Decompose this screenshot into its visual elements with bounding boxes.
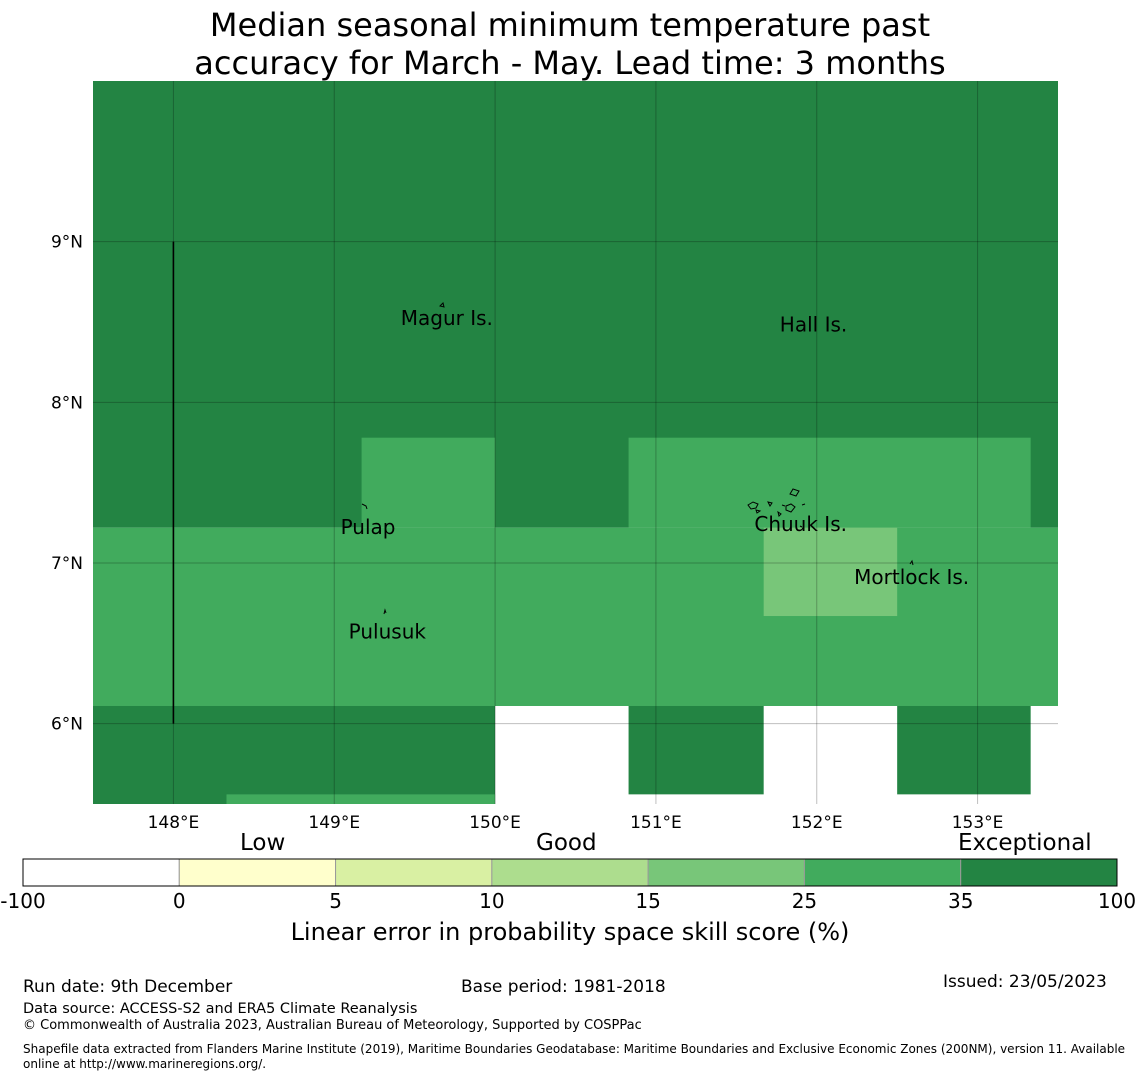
colorbar-tick-label: 15: [635, 889, 661, 913]
data-source: Data source: ACCESS-S2 and ERA5 Climate …: [23, 1001, 418, 1017]
issued-date: Issued: 23/05/2023: [943, 972, 1107, 992]
colorbar-category-exceptional: Exceptional: [958, 830, 1092, 856]
colorbar-category-good: Good: [536, 830, 597, 856]
island-outline: [361, 503, 368, 510]
colorbar-bin: [335, 858, 493, 887]
colorbar-bin: [803, 858, 962, 887]
place-labels: Magur Is. Hall Is. Pulap Chuuk Is. Mortlock …: [341, 306, 970, 643]
skill-cell-exceptional: [897, 705, 1031, 795]
skill-cell-very_good: [226, 794, 496, 804]
base-period: Base period: 1981-2018: [461, 977, 666, 997]
island-outline: [755, 509, 762, 514]
run-date: Run date: 9th December: [23, 977, 233, 997]
skill-cell-exceptional: [93, 705, 496, 804]
skill-cell-very_good: [93, 527, 1058, 706]
shapefile-credit-line-2: online at http://www.marineregions.org/.: [23, 1057, 267, 1071]
lat-tick-label: 9°N: [51, 233, 83, 253]
island-outline: [767, 501, 773, 507]
island-outline: [383, 608, 387, 615]
place-label: Chuuk Is.: [754, 512, 847, 536]
place-label: Pulusuk: [349, 619, 427, 643]
colorbar-tick-label: 5: [329, 889, 342, 913]
colorbar-bin: [178, 858, 337, 887]
colorbar-bin: [491, 858, 649, 887]
colorbar-title: Linear error in probability space skill …: [290, 918, 850, 946]
lat-tick-label: 6°N: [51, 715, 83, 735]
axis-ticks: 148°E 149°E 150°E 151°E 152°E 153°E 9°N 8°N 7°N 6…: [51, 233, 1003, 833]
colorbar-tick-label: 0: [172, 889, 186, 913]
colorbar-category-low: Low: [240, 830, 286, 856]
lon-tick-label: 148°E: [148, 813, 200, 833]
island-outline: [747, 501, 759, 510]
graticule: [93, 81, 1058, 804]
skill-cell-very_good: [628, 437, 1031, 528]
colorbar-bin: [647, 858, 805, 887]
lon-tick-label: 150°E: [469, 813, 521, 833]
lon-tick-label: 153°E: [952, 813, 1004, 833]
colorbar-bin: [960, 858, 1118, 887]
place-label: Mortlock Is.: [854, 565, 969, 589]
island-outline: [801, 503, 806, 506]
lat-tick-label: 7°N: [51, 554, 83, 574]
title-line-1: Median seasonal minimum temperature past: [209, 6, 931, 44]
island-outline: [909, 559, 914, 566]
island-outline: [785, 503, 796, 513]
island-outlines: [361, 302, 914, 615]
lat-tick-label: 8°N: [51, 393, 83, 413]
island-outline: [777, 510, 782, 517]
island-outline: [781, 504, 786, 507]
shapefile-credit-line-1: Shapefile data extracted from Flanders M…: [23, 1042, 1126, 1056]
skill-cell-exceptional: [628, 705, 764, 795]
island-outline: [799, 525, 803, 528]
colorbar: [22, 858, 1118, 887]
place-label: Pulap: [341, 515, 396, 539]
island-outline: [439, 302, 445, 308]
colorbar-tick-label: 35: [947, 889, 974, 913]
map-title: Median seasonal minimum temperature past…: [0, 6, 1140, 82]
copyright-notice: © Commonwealth of Australia 2023, Austra…: [23, 1018, 642, 1033]
place-label: Magur Is.: [401, 306, 493, 330]
colorbar-tick-label: 25: [791, 889, 818, 913]
lon-tick-label: 149°E: [308, 813, 360, 833]
skill-cell-good: [763, 527, 898, 617]
colorbar-tick-label: -100: [0, 889, 46, 913]
colorbar-tick-label: 10: [479, 889, 505, 913]
lon-tick-label: 151°E: [630, 813, 682, 833]
place-label: Hall Is.: [780, 313, 847, 337]
colorbar-bin: [22, 858, 180, 887]
colorbar-tick-label: 100: [1097, 889, 1137, 913]
map-figure: Magur Is. Hall Is. Pulap Chuuk Is. Mortlock …: [22, 81, 1118, 887]
skill-grid: [93, 81, 1058, 804]
colorbar-frame: [22, 858, 1118, 887]
title-line-2: accuracy for March - May. Lead time: 3 m…: [194, 44, 946, 82]
skill-cell-very_good: [361, 437, 496, 528]
lon-tick-label: 152°E: [791, 813, 843, 833]
island-outline: [789, 488, 800, 497]
